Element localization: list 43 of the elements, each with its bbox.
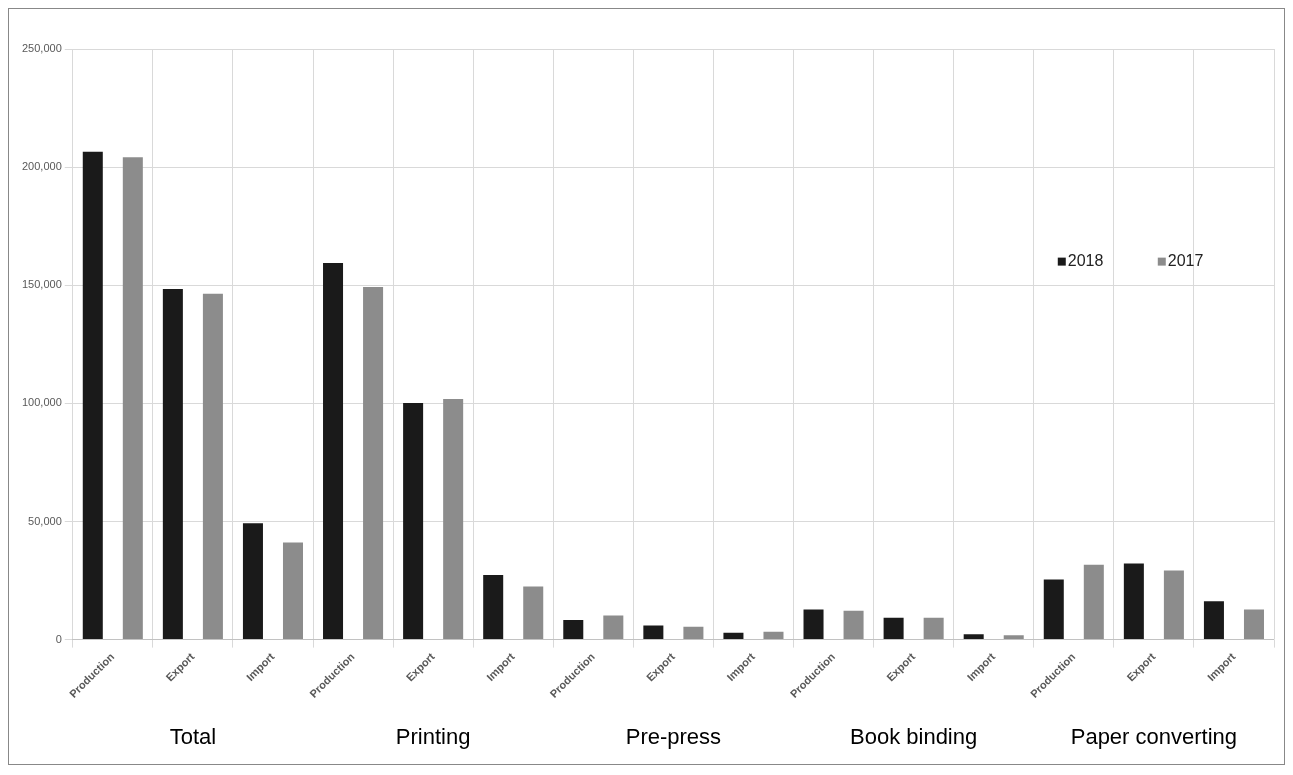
bar xyxy=(403,402,424,640)
bar xyxy=(483,574,504,640)
text: Pre-press xyxy=(625,724,722,749)
bar xyxy=(363,286,384,640)
bar xyxy=(1043,579,1064,640)
legend-label: 2018 xyxy=(1067,252,1104,270)
bar xyxy=(723,632,744,640)
bar xyxy=(683,626,704,640)
bar xyxy=(923,617,944,640)
y-tick-label: 100,000 xyxy=(22,396,62,409)
bar xyxy=(603,615,624,640)
text: Printing xyxy=(395,724,471,749)
bar xyxy=(1243,609,1264,640)
bar xyxy=(1123,563,1144,640)
y-tick-label: 50,000 xyxy=(28,514,62,527)
bar xyxy=(563,620,584,640)
bar xyxy=(1163,570,1184,640)
y-tick-label: 150,000 xyxy=(22,278,62,291)
bar xyxy=(803,609,824,640)
bar xyxy=(282,542,303,640)
bar xyxy=(202,293,223,640)
bar xyxy=(242,523,263,640)
bar xyxy=(523,586,544,640)
text: Book binding xyxy=(850,724,978,749)
text: Total xyxy=(169,724,217,749)
bar xyxy=(82,151,103,640)
bar xyxy=(1083,564,1104,640)
bar xyxy=(122,157,143,640)
bar xyxy=(1203,601,1224,640)
bar xyxy=(323,263,344,640)
bar xyxy=(643,625,664,640)
bar xyxy=(883,617,904,640)
y-tick-label: 0 xyxy=(55,632,62,645)
bar xyxy=(162,289,183,640)
bar xyxy=(1003,635,1024,640)
y-tick-label: 200,000 xyxy=(22,160,62,173)
text: Paper converting xyxy=(1070,724,1238,749)
y-tick-label: 250,000 xyxy=(22,42,62,55)
bar xyxy=(963,634,984,640)
legend-label: 2017 xyxy=(1167,252,1204,270)
bar xyxy=(443,399,464,640)
bar xyxy=(763,631,784,640)
bar xyxy=(843,610,864,640)
